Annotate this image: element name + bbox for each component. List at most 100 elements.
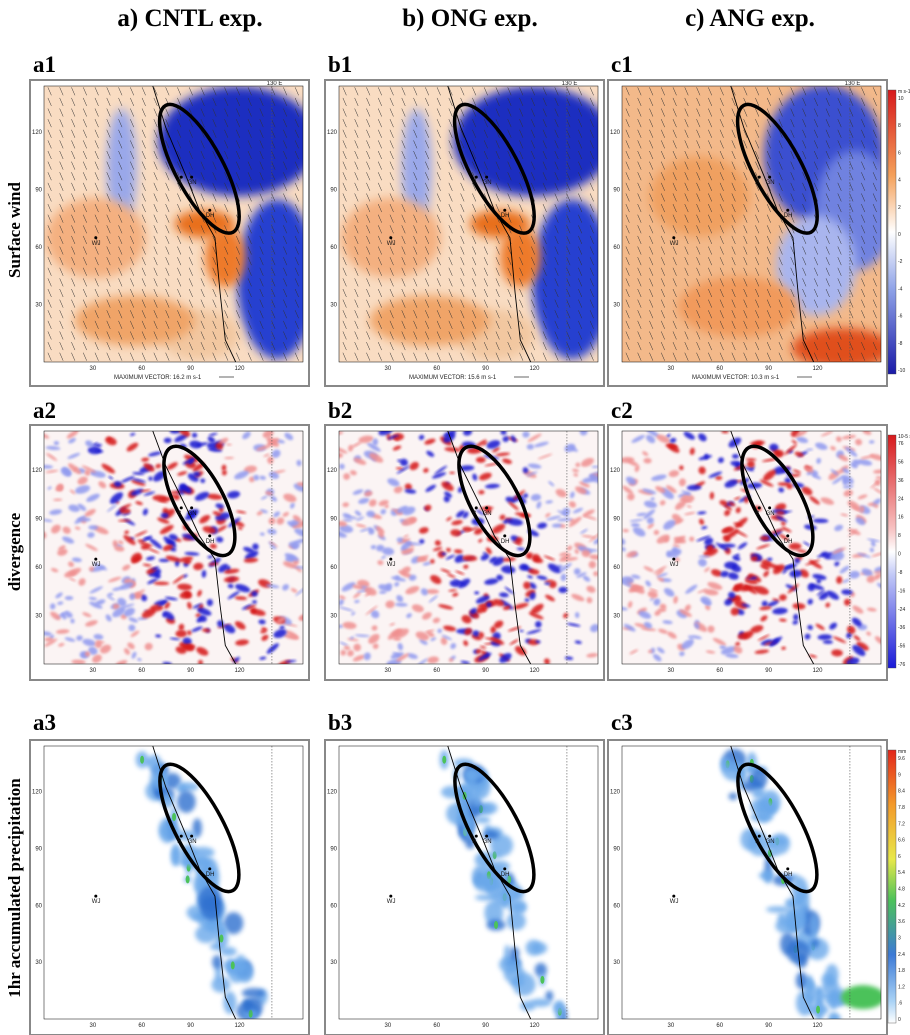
field-blob bbox=[532, 199, 612, 359]
station-label: DH bbox=[501, 539, 510, 545]
y-tick-label: 60 bbox=[330, 903, 337, 909]
row-label: divergence bbox=[5, 512, 24, 591]
x-tick-label: 90 bbox=[187, 1023, 194, 1029]
field-blob bbox=[512, 904, 526, 910]
field-blob bbox=[526, 940, 542, 956]
x-tick-label: 60 bbox=[138, 1023, 145, 1029]
colorbar-tick: -8 bbox=[898, 341, 903, 347]
max-vector-label: MAXIMUM VECTOR: 10.3 m s-1 bbox=[692, 375, 780, 381]
colorbar-tick: -24 bbox=[898, 607, 905, 613]
y-tick-label: 120 bbox=[32, 468, 43, 474]
map-field: BGNDHWJ bbox=[44, 746, 303, 1021]
panel-label: a2 bbox=[33, 398, 56, 423]
y-tick-label: 120 bbox=[327, 790, 338, 796]
colorbar-tick: 0 bbox=[898, 552, 901, 558]
field-blob bbox=[540, 976, 544, 984]
colorbar-tick: 4.8 bbox=[898, 887, 905, 893]
field-blob bbox=[161, 513, 169, 519]
y-tick-label: 60 bbox=[35, 245, 42, 251]
station-label: WJ bbox=[92, 241, 101, 247]
station-dot bbox=[190, 835, 193, 838]
field-blob bbox=[828, 1012, 838, 1025]
field-blob bbox=[475, 816, 490, 823]
station-dot bbox=[503, 534, 506, 537]
field-blob bbox=[752, 788, 765, 799]
y-tick-label: 30 bbox=[35, 303, 42, 309]
map-field: BGNDHWJ bbox=[339, 746, 598, 1029]
panel-label: a1 bbox=[33, 52, 56, 77]
field-blob bbox=[679, 277, 799, 337]
station-dot bbox=[475, 835, 478, 838]
colorbar-tick: 4.2 bbox=[898, 903, 905, 909]
y-tick-label: 30 bbox=[330, 303, 337, 309]
station-label: DH bbox=[206, 213, 215, 219]
station-dot bbox=[672, 236, 675, 239]
max-vector-label: MAXIMUM VECTOR: 15.6 m s-1 bbox=[409, 375, 497, 381]
y-tick-label: 60 bbox=[330, 245, 337, 251]
y-tick-label: 90 bbox=[613, 516, 620, 522]
x-tick-label: 30 bbox=[385, 668, 392, 674]
station-dot bbox=[786, 867, 789, 870]
station-label: WJ bbox=[387, 562, 396, 568]
y-tick-label: 30 bbox=[330, 613, 337, 619]
y-tick-label: 30 bbox=[35, 960, 42, 966]
field-blob bbox=[841, 985, 885, 1009]
station-label: DH bbox=[206, 872, 215, 878]
field-blob bbox=[219, 934, 223, 942]
field-blob bbox=[483, 830, 499, 839]
colorbar-tick: .6 bbox=[898, 1001, 902, 1007]
field-blob bbox=[811, 939, 819, 948]
x-tick-label: 90 bbox=[187, 366, 194, 372]
map-panel: BGNDHWJ303060609090120120 bbox=[608, 425, 887, 680]
colorbar-tick: 0 bbox=[898, 232, 901, 238]
panel-label: b1 bbox=[328, 52, 352, 77]
colorbar-bar bbox=[888, 435, 896, 668]
station-dot bbox=[208, 534, 211, 537]
x-tick-label: 120 bbox=[812, 668, 823, 674]
colorbar-bar bbox=[888, 750, 896, 1023]
colorbar-unit: mm bbox=[898, 749, 906, 755]
map-field: BGNDHWJ bbox=[339, 86, 613, 362]
y-tick-label: 120 bbox=[32, 130, 43, 136]
station-label: B bbox=[755, 180, 759, 186]
y-tick-label: 60 bbox=[613, 565, 620, 571]
field-blob bbox=[778, 912, 786, 924]
map-field: BGNDHWJ bbox=[331, 425, 606, 669]
station-dot bbox=[768, 835, 771, 838]
station-label: WJ bbox=[387, 899, 396, 905]
map-field: BGNDHWJ bbox=[622, 746, 885, 1025]
x-tick-label: 30 bbox=[385, 366, 392, 372]
colorbar-tick: -10 bbox=[898, 368, 905, 374]
colorbar-tick: 76 bbox=[898, 441, 904, 447]
field-blob bbox=[729, 793, 738, 800]
y-tick-label: 120 bbox=[32, 790, 43, 796]
station-label: WJ bbox=[670, 899, 679, 905]
y-tick-label: 90 bbox=[330, 188, 337, 194]
field-blob bbox=[553, 1001, 564, 1013]
field-blob bbox=[822, 979, 840, 995]
colorbar-unit: 10-5 s-1 bbox=[898, 434, 910, 440]
column-header: a) CNTL exp. bbox=[117, 5, 262, 32]
station-dot bbox=[190, 506, 193, 509]
station-label: DH bbox=[501, 213, 510, 219]
field-blob bbox=[77, 518, 91, 522]
y-tick-label: 30 bbox=[613, 303, 620, 309]
column-header: b) ONG exp. bbox=[402, 5, 537, 32]
station-dot bbox=[758, 176, 761, 179]
colorbar-tick: 3 bbox=[898, 935, 901, 941]
colorbar-tick: -76 bbox=[898, 662, 905, 668]
x-tick-label: 30 bbox=[90, 668, 97, 674]
station-label: WJ bbox=[92, 562, 101, 568]
panel-label: a3 bbox=[33, 710, 56, 735]
x-tick-label: 30 bbox=[668, 668, 675, 674]
station-label: GN bbox=[766, 180, 775, 186]
station-dot bbox=[475, 176, 478, 179]
x-tick-label: 120 bbox=[812, 366, 823, 372]
station-label: GN bbox=[766, 839, 775, 845]
field-blob bbox=[504, 945, 510, 962]
max-vector-label: MAXIMUM VECTOR: 16.2 m s-1 bbox=[114, 375, 202, 381]
y-tick-label: 60 bbox=[35, 903, 42, 909]
row-labels: Surface wind divergence 1hr accumulated … bbox=[5, 182, 24, 998]
field-blob bbox=[474, 875, 496, 892]
field-blob bbox=[476, 457, 486, 463]
